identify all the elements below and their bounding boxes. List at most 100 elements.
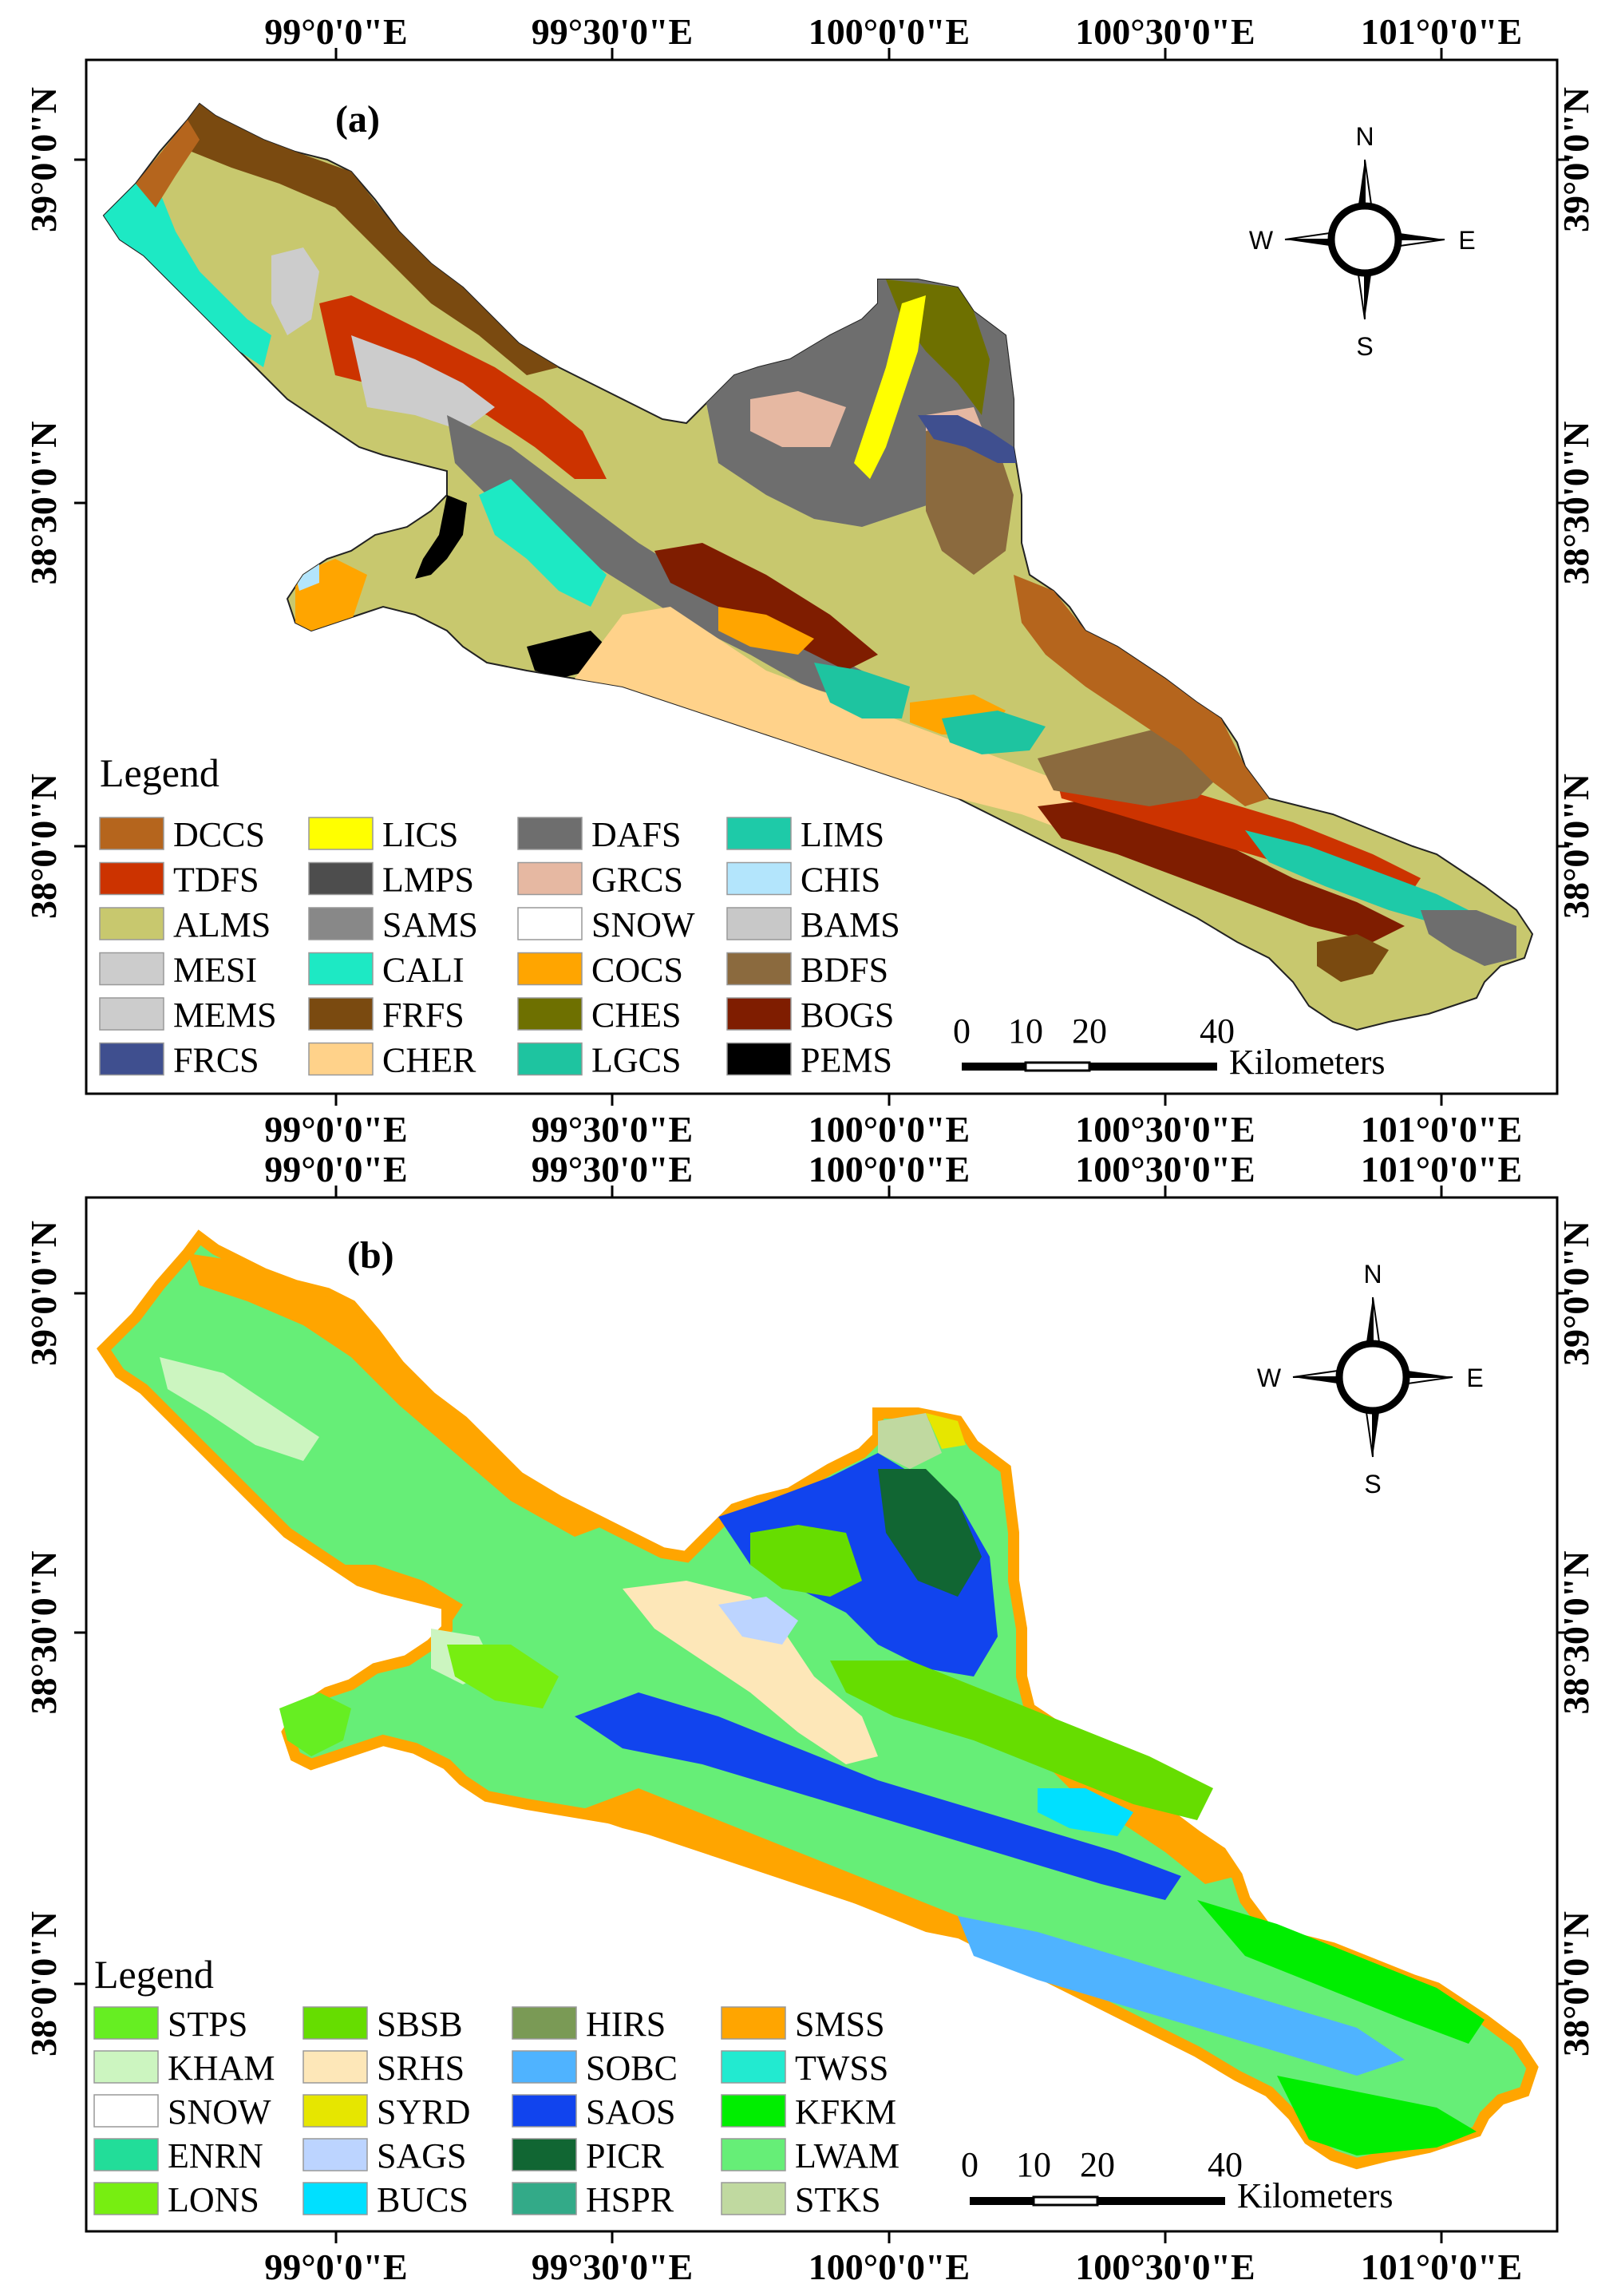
panel-a-top-lon-5: 101°0'0"E [1361,11,1522,52]
legend-swatch-cher [308,1042,374,1076]
panel-a-scale-unit: Kilometers [1229,1043,1386,1082]
legend-swatch-smss [721,2006,786,2040]
panel-a-right-lat-1: 39°0'0"N [1556,87,1596,232]
legend-label-snow: SNOW [168,2092,271,2132]
panel-b-ticks [74,1186,1569,2243]
panel-a-left-lat-1: 39°0'0"N [23,87,64,232]
legend-label-enrn: ENRN [168,2136,263,2175]
panel-b-right-lat-3: 38°0'0"N [1556,1911,1596,2057]
legend-swatch-lons [93,2182,159,2215]
panel-a-scale-10: 10 [1008,1011,1043,1051]
panel-a-map [102,102,1534,1031]
panel-a-right-lat-2: 38°30'0"N [1556,422,1596,585]
legend-swatch-dafs [517,817,583,850]
panel-a-legend: Legend DCCS TDFS ALMS MESI MEMS FRCS LICS LMPS S… [99,750,900,1080]
legend-swatch-grcs [517,861,583,896]
legend-label-frfs: FRFS [382,996,465,1035]
legend-swatch-sags [302,2138,368,2171]
panel-b-compass-w: W [1257,1364,1282,1392]
legend-label-grcs: GRCS [591,861,683,900]
panel-a-scale-20: 20 [1072,1011,1107,1051]
legend-label-sbsb: SBSB [377,2005,463,2044]
legend-swatch-frcs [99,1042,164,1076]
legend-swatch-cocs [517,952,583,986]
legend-label-lmps: LMPS [382,861,474,900]
legend-label-ches: CHES [591,996,681,1035]
legend-label-srhs: SRHS [377,2049,465,2088]
panel-b-legend-title: Legend [94,1952,214,1997]
legend-label-snow: SNOW [591,905,695,944]
panel-b: 99°0'0"E 99°30'0"E 100°0'0"E 100°30'0"E … [23,1149,1596,2287]
panel-a-top-lon-4: 100°30'0"E [1075,11,1255,52]
panel-b-top-lon-3: 100°0'0"E [809,1149,970,1190]
panel-a-bottom-lon-5: 101°0'0"E [1361,1109,1522,1150]
legend-label-dccs: DCCS [173,815,265,854]
panel-a-top-lon-3: 100°0'0"E [809,11,970,52]
panel-b-top-lon-2: 99°30'0"E [532,1149,693,1190]
legend-label-mesi: MESI [173,951,257,990]
panel-b-compass-n: N [1363,1260,1382,1289]
panel-a-top-lon-1: 99°0'0"E [264,11,407,52]
legend-label-sobc: SOBC [586,2049,678,2088]
legend-swatch-kham [93,2050,159,2084]
panel-a-top-lon-2: 99°30'0"E [532,11,693,52]
legend-swatch-lics [308,817,374,850]
legend-label-lwam: LWAM [795,2136,899,2175]
legend-label-kfkm: KFKM [795,2092,896,2132]
panel-b-map [96,1229,1539,2170]
panel-a-legend-title: Legend [100,750,219,795]
legend-swatch-lgcs [517,1042,583,1076]
panel-a-compass-n: N [1355,122,1374,151]
legend-swatch-saos [512,2094,577,2128]
legend-label-chis: CHIS [801,861,880,900]
legend-swatch-tdfs [99,861,164,896]
legend-label-smss: SMSS [795,2005,885,2044]
panel-a-bottom-lon-4: 100°30'0"E [1075,1109,1255,1150]
legend-swatch-mems [99,997,164,1031]
panel-b-label: (b) [347,1234,394,1277]
panel-a-bottom-lon-3: 100°0'0"E [809,1109,970,1150]
panel-a-compass-w: W [1249,226,1274,255]
legend-swatch-bams [726,907,792,940]
panel-b-scale-0: 0 [961,2145,979,2184]
panel-a-scale-0: 0 [953,1011,971,1051]
legend-label-dafs: DAFS [591,815,682,854]
legend-swatch-stps [93,2006,159,2040]
legend-swatch-cali [308,952,374,986]
panel-a-label: (a) [335,98,380,141]
legend-swatch-hirs [512,2006,577,2040]
legend-swatch-hspr [512,2182,577,2215]
legend-swatch-pems [726,1042,792,1076]
legend-swatch-srhs [302,2050,368,2084]
legend-label-bams: BAMS [801,905,900,944]
legend-label-lgcs: LGCS [591,1041,681,1080]
legend-swatch-bogs [726,997,792,1031]
legend-swatch-snow [517,907,583,940]
legend-swatch-sbsb [302,2006,368,2040]
panel-b-left-lat-1: 39°0'0"N [23,1221,64,1366]
legend-swatch-lmps [308,861,374,896]
panel-a-right-lat-3: 38°0'0"N [1556,774,1596,919]
panel-b-scale-unit: Kilometers [1237,2176,1394,2215]
panel-b-compass-icon: N S W E [1257,1260,1484,1498]
panel-b-right-lat-2: 38°30'0"N [1556,1551,1596,1715]
panel-b-legend-items: STPS KHAM SNOW ENRN LONS SBSB SRHS SYRD SAGS BUCS… [93,2005,899,2219]
panel-a-axis-labels: 99°0'0"E 99°30'0"E 100°0'0"E 100°30'0"E … [23,11,1596,1150]
panel-a-bottom-lon-2: 99°30'0"E [532,1109,693,1150]
legend-swatch-lwam [721,2138,786,2171]
legend-swatch-sams [308,907,374,940]
legend-label-picr: PICR [586,2136,664,2175]
panel-b-right-lat-1: 39°0'0"N [1556,1221,1596,1366]
legend-label-frcs: FRCS [173,1041,259,1080]
panel-a-compass-icon: N S W E [1249,122,1476,361]
legend-label-cher: CHER [382,1041,476,1080]
legend-label-lims: LIMS [801,815,884,854]
legend-label-stks: STKS [795,2180,881,2219]
panel-a-legend-items: DCCS TDFS ALMS MESI MEMS FRCS LICS LMPS SAMS CALI… [99,815,900,1080]
panel-b-top-lon-5: 101°0'0"E [1361,1149,1522,1190]
legend-swatch-snow [93,2094,159,2128]
legend-label-saos: SAOS [586,2092,676,2132]
legend-label-mems: MEMS [173,996,277,1035]
panel-a-scale-40: 40 [1200,1011,1235,1051]
